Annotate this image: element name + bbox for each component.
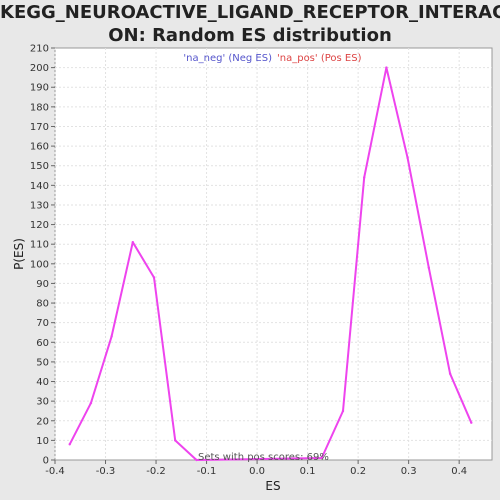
y-tick-label: 90 xyxy=(36,279,49,290)
data-point xyxy=(341,409,345,413)
y-tick-label: 120 xyxy=(30,220,49,231)
data-point xyxy=(406,156,409,160)
y-tick-label: 60 xyxy=(36,338,49,349)
x-tick-label: -0.1 xyxy=(197,466,217,477)
y-tick-label: 80 xyxy=(36,299,49,310)
data-point xyxy=(110,335,113,338)
y-tick-label: 210 xyxy=(30,44,49,55)
x-tick-label: -0.4 xyxy=(45,466,65,477)
axes: 0 10 20 30 40 50 60 70 80 90 100 110 120 130 140 150 160… xyxy=(30,44,467,478)
data-point xyxy=(195,458,198,462)
x-tick-label: 0.4 xyxy=(451,466,467,477)
x-tick-label: 0.1 xyxy=(300,466,316,477)
x-axis-label: ES xyxy=(265,479,280,493)
legend-pos-es: 'na_pos' (Pos ES) xyxy=(277,53,362,64)
y-tick-label: 200 xyxy=(30,63,49,74)
chart-title-line-2: ON: Random ES distribution xyxy=(108,25,392,46)
y-tick-label: 160 xyxy=(30,142,49,153)
data-point xyxy=(470,421,473,424)
x-tick-label: -0.2 xyxy=(146,466,166,477)
y-tick-label: 190 xyxy=(30,83,49,94)
data-point xyxy=(89,401,93,405)
x-tick-label: 0.2 xyxy=(350,466,366,477)
data-point xyxy=(152,276,156,279)
data-point xyxy=(320,456,323,460)
y-tick-label: 150 xyxy=(30,161,49,172)
x-tick-label: 0.0 xyxy=(249,466,265,477)
pos-score-annotation: Sets with pos scores: 69% xyxy=(198,452,329,463)
y-tick-label: 10 xyxy=(36,436,49,447)
y-tick-label: 30 xyxy=(36,397,49,408)
y-tick-label: 40 xyxy=(36,377,49,388)
data-point xyxy=(385,66,388,69)
y-tick-label: 70 xyxy=(36,318,49,329)
y-tick-label: 130 xyxy=(30,200,49,211)
legend: 'na_neg' (Neg ES) 'na_pos' (Pos ES) xyxy=(183,53,361,64)
y-tick-label: 140 xyxy=(30,181,49,192)
data-point xyxy=(174,439,177,442)
chart-title-line-1: KEGG_NEUROACTIVE_LIGAND_RECEPTOR_INTERAC… xyxy=(0,2,500,23)
y-axis-label: P(ES) xyxy=(12,238,26,270)
plot-area xyxy=(54,47,493,461)
data-point xyxy=(427,266,430,269)
x-tick-label: -0.3 xyxy=(96,466,116,477)
series-layer xyxy=(68,66,473,462)
legend-neg-es: 'na_neg' (Neg ES) xyxy=(183,53,272,64)
y-tick-label: 180 xyxy=(30,102,49,113)
y-tick-label: 50 xyxy=(36,357,49,368)
y-tick-label: 170 xyxy=(30,122,49,133)
x-tick-label: 0.3 xyxy=(401,466,417,477)
y-tick-label: 20 xyxy=(36,416,49,427)
data-point xyxy=(448,372,452,375)
chart-title: KEGG_NEUROACTIVE_LIGAND_RECEPTOR_INTERAC… xyxy=(0,1,500,47)
data-point xyxy=(363,176,366,179)
data-point xyxy=(68,443,71,446)
data-point xyxy=(131,241,134,244)
y-tick-label: 100 xyxy=(30,259,49,270)
y-tick-label: 110 xyxy=(30,240,49,251)
y-tick-label: 0 xyxy=(43,456,49,467)
